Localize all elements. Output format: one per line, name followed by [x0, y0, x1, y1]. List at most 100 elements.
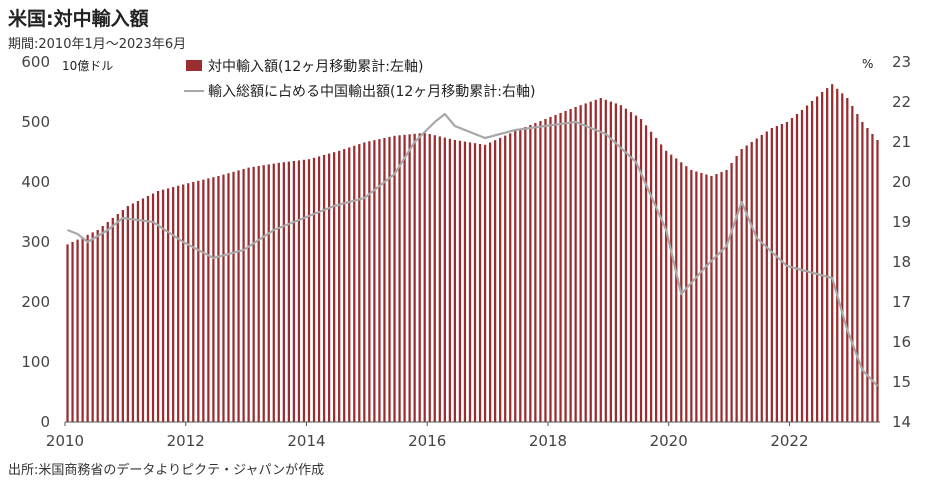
bar	[172, 187, 175, 422]
bar	[358, 144, 361, 422]
bar	[156, 191, 160, 422]
bar	[785, 122, 789, 422]
bar	[448, 138, 451, 423]
bar	[815, 96, 819, 422]
right-axis-unit: %	[862, 57, 873, 71]
bar	[192, 182, 195, 422]
left-tick-label: 600	[21, 53, 50, 71]
bar	[579, 105, 582, 422]
bar	[574, 107, 577, 422]
bar	[841, 93, 844, 423]
bar	[136, 201, 140, 422]
bar	[86, 234, 89, 422]
bar	[509, 133, 512, 423]
right-tick-label: 23	[892, 53, 911, 71]
bar	[247, 167, 250, 422]
bar	[121, 210, 124, 422]
x-axis-ticks: 2010 2012 2014 2016 2018 2020 2022	[46, 422, 809, 450]
bar	[644, 125, 648, 423]
legend-swatch-bars	[186, 60, 202, 71]
bar	[478, 144, 482, 422]
bar	[227, 173, 230, 422]
bar	[333, 152, 336, 422]
bar	[418, 133, 421, 423]
bar	[624, 108, 628, 423]
right-tick-label: 21	[892, 133, 911, 151]
bar	[413, 133, 416, 423]
bar	[237, 170, 240, 422]
bar	[851, 106, 854, 422]
bar	[594, 99, 597, 423]
right-tick-label: 20	[892, 173, 911, 191]
bar	[453, 140, 457, 422]
bar	[312, 157, 316, 423]
bar	[604, 99, 607, 423]
bar	[363, 142, 366, 422]
x-tick-label: 2022	[770, 432, 808, 450]
bar	[423, 132, 426, 423]
bar	[544, 119, 547, 422]
bar	[539, 121, 542, 422]
x-tick-label: 2012	[167, 432, 205, 450]
bar	[750, 142, 753, 422]
bar	[760, 135, 763, 422]
bar	[126, 206, 130, 422]
bar	[559, 113, 562, 422]
x-tick-label: 2018	[529, 432, 567, 450]
bar	[700, 173, 703, 422]
legend: 対中輸入額(12ヶ月移動累計:左軸) 輸入総額に占める中国輸出額(12ヶ月移動累…	[184, 59, 535, 100]
bar	[831, 84, 834, 422]
bar	[715, 174, 718, 422]
bar	[876, 140, 879, 422]
bar	[670, 154, 673, 422]
bar	[327, 153, 331, 422]
bar	[534, 123, 537, 422]
bar	[473, 143, 477, 422]
right-axis-ticks: 14 15 16 17 18 19 20 21 22 23	[892, 53, 911, 431]
bar	[529, 125, 532, 422]
right-tick-label: 19	[892, 213, 911, 231]
bar	[755, 138, 758, 422]
bar	[287, 161, 290, 422]
share-line	[67, 112, 879, 387]
bar	[343, 149, 346, 422]
bar	[307, 159, 311, 422]
bar	[378, 139, 381, 422]
bar	[111, 218, 114, 422]
right-tick-label: 16	[892, 333, 911, 351]
bar	[277, 162, 280, 423]
bar	[388, 136, 391, 422]
bar	[483, 144, 487, 423]
bar	[146, 196, 150, 422]
bar	[790, 118, 794, 422]
bar	[599, 98, 602, 422]
bar	[856, 114, 859, 422]
bar	[393, 135, 396, 423]
bar	[675, 158, 678, 423]
chart-subtitle: 期間:2010年1月～2023年6月	[8, 37, 187, 52]
bar	[161, 189, 165, 422]
bar	[212, 177, 215, 422]
right-tick-label: 18	[892, 253, 911, 271]
bar	[141, 198, 145, 422]
bar	[408, 134, 411, 423]
right-tick-label: 15	[892, 373, 911, 391]
bar	[262, 165, 265, 422]
right-tick-label: 17	[892, 293, 911, 311]
bar	[499, 137, 502, 422]
bar	[846, 98, 849, 422]
bar	[725, 170, 728, 422]
bar	[202, 179, 205, 422]
bar	[735, 156, 738, 422]
bar	[91, 232, 94, 422]
bar	[710, 176, 713, 422]
bar	[861, 122, 864, 422]
bar	[836, 88, 839, 423]
bar	[167, 188, 170, 422]
bar	[780, 124, 784, 422]
left-axis-ticks: 0 100 200 300 400 500 600	[21, 53, 50, 431]
bar	[373, 140, 376, 422]
bar	[443, 137, 446, 422]
bar	[96, 230, 99, 422]
bar	[821, 92, 824, 422]
